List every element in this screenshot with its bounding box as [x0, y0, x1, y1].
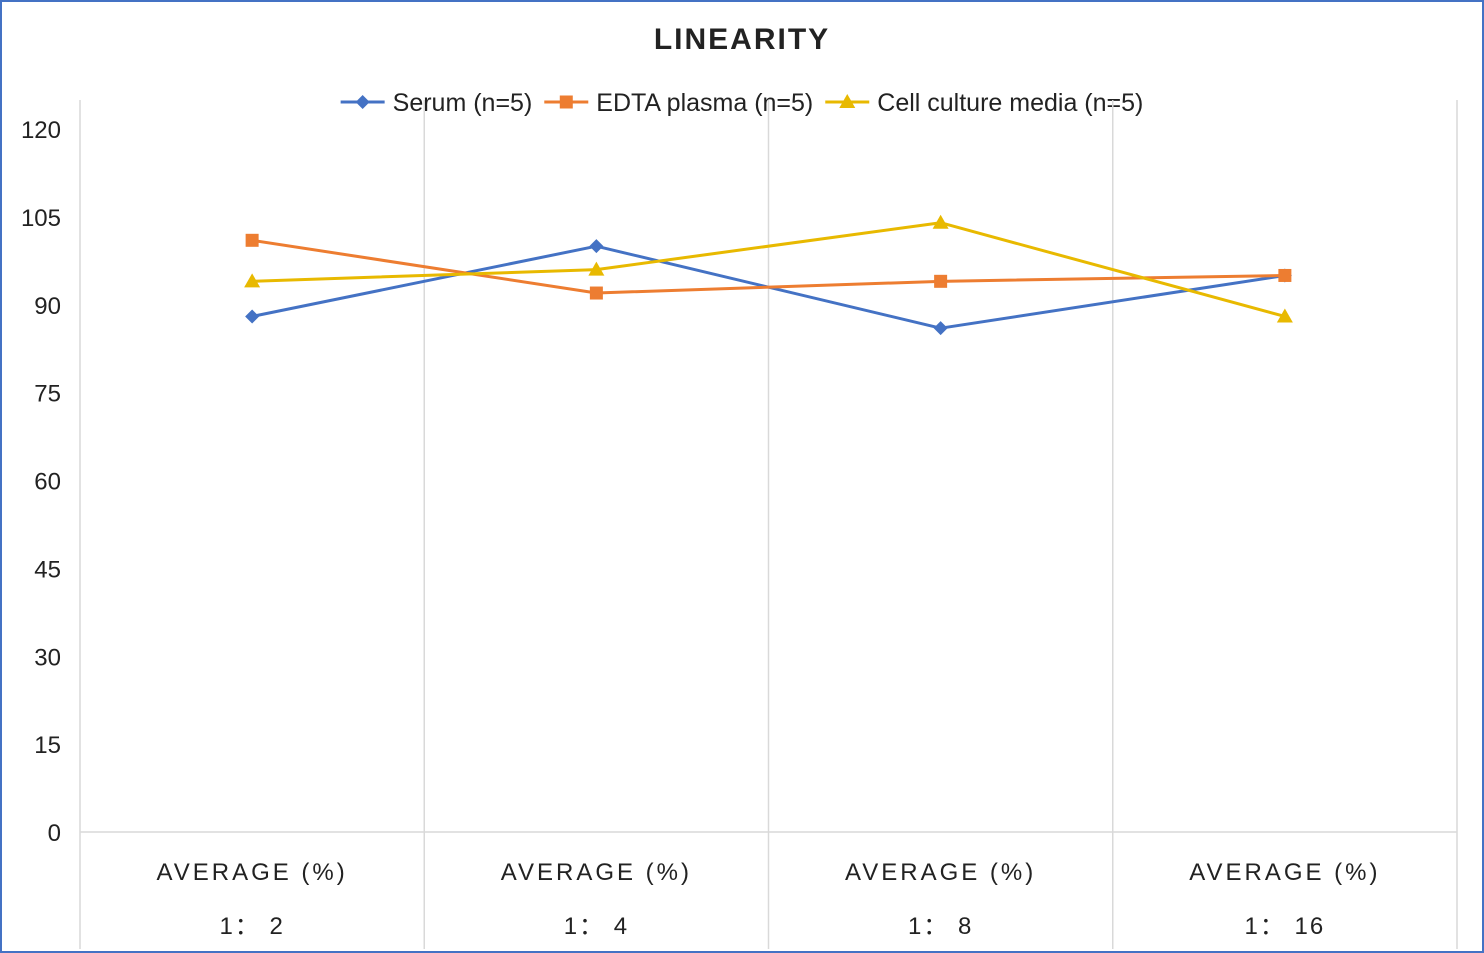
legend-item: EDTA plasma (n=5)	[544, 89, 813, 117]
y-tick-label: 0	[48, 820, 61, 847]
x-category-label: AVERAGE (%)	[501, 859, 692, 886]
series-line	[251, 238, 1285, 295]
x-category-label: AVERAGE (%)	[1189, 859, 1380, 886]
data-point	[1278, 268, 1292, 282]
data-point	[1276, 308, 1293, 323]
data-point	[589, 286, 603, 300]
legend-item: Cell culture media (n=5)	[825, 89, 1143, 117]
legend-swatch-marker	[355, 95, 370, 109]
y-tick-label: 30	[34, 644, 61, 671]
y-tick-label: 90	[34, 293, 61, 320]
legend-item: Serum (n=5)	[340, 89, 533, 117]
y-tick-label: 60	[34, 469, 61, 496]
data-point	[245, 309, 260, 324]
y-tick-label: 105	[21, 205, 61, 232]
series-layer	[244, 214, 1293, 336]
x-category-sublabel: 1： 4	[564, 913, 629, 940]
legend-label: EDTA plasma (n=5)	[596, 89, 813, 117]
legend: Serum (n=5) EDTA plasma (n=5) Cell culture…	[340, 89, 1143, 117]
data-point	[933, 321, 948, 336]
chart-title: LINEARITY	[654, 23, 830, 56]
legend-swatch-marker	[839, 94, 856, 108]
data-point	[934, 274, 948, 288]
x-category-label: AVERAGE (%)	[845, 859, 1036, 886]
x-category-label: AVERAGE (%)	[157, 859, 348, 886]
legend-label: Cell culture media (n=5)	[877, 89, 1143, 117]
data-point	[589, 239, 604, 254]
series-line	[252, 221, 1286, 318]
data-point	[244, 273, 261, 288]
y-tick-label: 75	[34, 381, 61, 408]
data-point	[245, 233, 259, 247]
plot-grid	[79, 100, 1458, 949]
series-2	[245, 233, 1292, 300]
series-3	[244, 214, 1293, 323]
y-tick-label: 120	[21, 117, 61, 144]
y-axis: 0 15 30 45 60 75 90 105 120	[21, 117, 61, 847]
data-point	[932, 214, 949, 229]
data-point	[588, 261, 605, 276]
x-category-sublabel: 1： 2	[219, 913, 284, 940]
legend-label: Serum (n=5)	[393, 89, 533, 117]
legend-swatch-marker	[559, 95, 573, 109]
y-tick-label: 45	[34, 556, 61, 583]
x-category-sublabel: 1： 16	[1245, 913, 1326, 940]
x-category-sublabel: 1： 8	[908, 913, 973, 940]
y-tick-label: 15	[34, 732, 61, 759]
x-axis: AVERAGE (%) 1： 2 AVERAGE (%) 1： 4 AVERAGE (%…	[157, 859, 1380, 940]
